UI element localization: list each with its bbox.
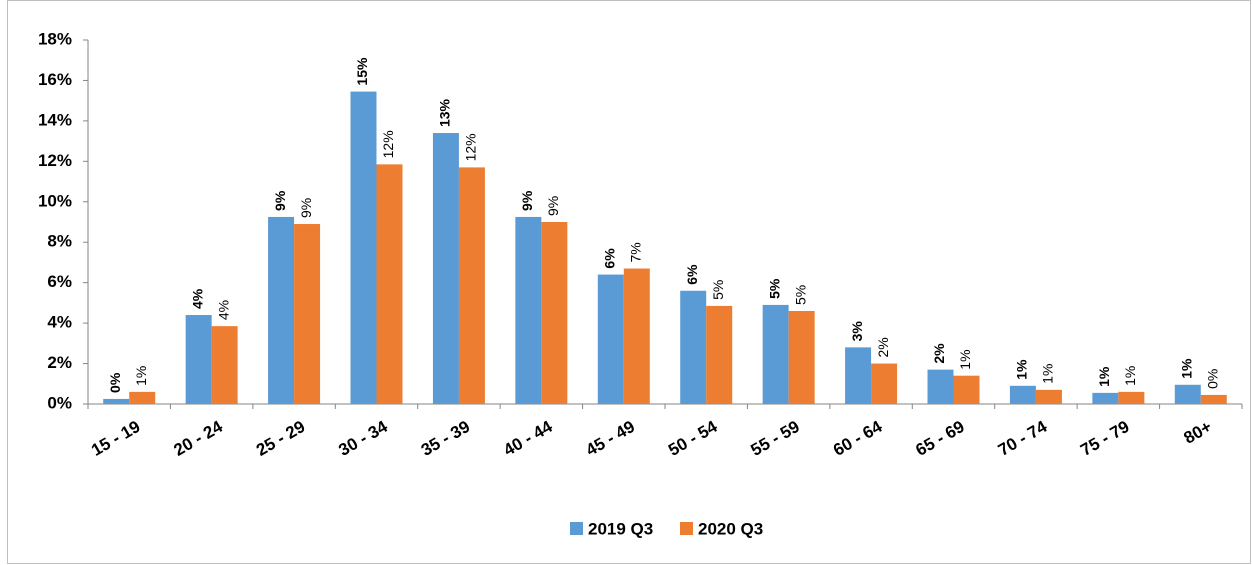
value-label: 2% [875, 337, 891, 357]
bar [597, 274, 624, 404]
bar [623, 268, 650, 404]
value-label: 5% [766, 278, 782, 299]
value-label: 9% [545, 196, 561, 216]
value-label: 0% [107, 372, 123, 393]
bar [458, 167, 485, 404]
value-label: 5% [792, 285, 808, 305]
value-label: 4% [189, 288, 205, 309]
y-tick-label: 18% [38, 29, 72, 48]
bar [129, 391, 156, 404]
bar [1118, 391, 1145, 404]
bar [762, 304, 789, 404]
y-tick-label: 10% [38, 191, 72, 210]
value-label: 1% [957, 349, 973, 369]
bar [1035, 389, 1062, 404]
value-label: 6% [684, 264, 700, 285]
bar [953, 375, 980, 404]
legend-swatch [570, 522, 583, 535]
value-label: 6% [601, 248, 617, 269]
legend-label: 2019 Q3 [588, 519, 653, 538]
value-label: 0% [1204, 369, 1220, 389]
bar [541, 222, 568, 404]
bar [185, 315, 212, 404]
value-label: 1% [1096, 366, 1112, 387]
value-label: 1% [133, 366, 149, 386]
y-tick-label: 16% [38, 70, 72, 89]
legend-label: 2020 Q3 [698, 519, 763, 538]
bar [432, 133, 459, 404]
y-tick-label: 2% [47, 353, 72, 372]
bar [294, 224, 321, 404]
value-label: 7% [627, 242, 643, 262]
y-tick-label: 6% [47, 272, 72, 291]
value-label: 4% [215, 300, 231, 320]
y-tick-label: 8% [47, 232, 72, 251]
bar [350, 91, 377, 405]
value-label: 1% [1014, 359, 1030, 380]
y-tick-label: 14% [38, 110, 72, 129]
value-label: 3% [849, 321, 865, 342]
value-label: 5% [710, 280, 726, 300]
value-label: 1% [1178, 358, 1194, 379]
y-tick-label: 12% [38, 151, 72, 170]
bar [515, 216, 542, 404]
bar [1092, 392, 1119, 404]
legend-swatch [680, 522, 693, 535]
bar [788, 310, 815, 404]
value-label: 15% [354, 57, 370, 86]
y-tick-label: 4% [47, 313, 72, 332]
value-label: 1% [1040, 364, 1056, 384]
bar [376, 164, 403, 404]
value-label: 9% [519, 190, 535, 211]
bar [680, 290, 707, 404]
bar [268, 216, 295, 404]
bar [845, 347, 872, 404]
bar [871, 363, 898, 404]
bar [706, 305, 733, 404]
value-label: 9% [272, 190, 288, 211]
value-label: 2% [931, 343, 947, 364]
value-label: 13% [437, 98, 453, 127]
value-label: 12% [380, 130, 396, 158]
value-label: 9% [298, 198, 314, 218]
bar [211, 326, 238, 404]
value-label: 1% [1122, 366, 1138, 386]
bar [103, 398, 130, 404]
value-label: 12% [463, 133, 479, 161]
bar [1174, 384, 1201, 404]
bar [1009, 385, 1036, 404]
y-tick-label: 0% [47, 393, 72, 412]
bar [927, 369, 954, 404]
bar [1200, 394, 1227, 404]
